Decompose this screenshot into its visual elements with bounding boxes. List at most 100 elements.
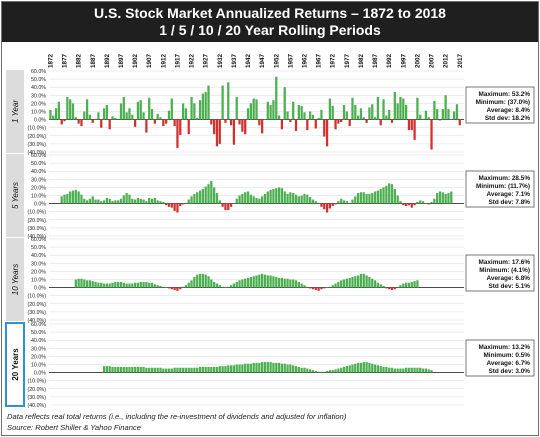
bar [85,200,89,204]
bar [122,96,125,120]
bar [351,364,354,373]
bar [162,119,165,127]
bar [57,101,61,120]
bar [85,99,89,120]
bar [362,192,365,204]
y-tick-label: 10.0% [31,110,46,116]
bar [419,200,422,204]
bar [207,85,210,120]
bar [213,119,216,135]
bar [258,119,261,126]
bar [388,183,391,204]
bar [379,366,382,373]
bar [128,283,131,288]
bar [379,189,382,204]
bar [390,367,394,373]
bar [244,363,247,373]
bar [410,281,413,288]
bar [74,189,77,204]
bar [246,191,250,204]
stat-line: Maximum: 17.6% [479,259,531,266]
bar [404,367,408,373]
x-tick-label: 1922 [189,53,196,68]
bar [204,186,207,204]
bar [114,281,117,288]
stat-line: Average: 7.1% [487,191,531,198]
bar [263,362,267,373]
chart-subtitle: 1 / 5 / 10 / 20 Year Rolling Periods [159,22,381,38]
bar [376,190,380,204]
y-tick-label: 50.0% [31,245,46,251]
bar [221,203,224,207]
bar [317,371,320,373]
bar [345,201,348,204]
bar [402,283,405,288]
bar [325,203,329,213]
bar [416,97,419,120]
bar [283,363,286,373]
bar [382,99,385,120]
bar [334,369,337,373]
bar [371,278,374,288]
chart-title: U.S. Stock Market Annualized Returns – 1… [94,5,446,21]
bar [331,203,334,207]
y-tick-label: (30.0%) [27,226,46,232]
bar [399,368,402,373]
bar [213,187,216,204]
bar [368,193,371,204]
y-tick-label: 30.0% [31,177,46,183]
panel-label-band [6,154,24,237]
bar [345,111,348,120]
bar [410,119,413,131]
bar [97,112,100,120]
bar [193,193,196,204]
bar [430,119,433,150]
bar [173,119,176,127]
bar [139,366,142,373]
bar [306,368,309,373]
bar [365,275,368,288]
bar [300,367,303,373]
bar [272,276,275,288]
bar [427,369,430,373]
bar [136,366,140,373]
bar [328,203,332,209]
bar [88,280,92,288]
bar [306,119,309,131]
bar [80,119,83,127]
bar [297,366,300,373]
bar [289,364,292,373]
x-tick-label: 1937 [231,53,238,68]
bar [184,202,188,204]
bar [136,101,140,120]
bar [207,366,210,373]
bar [317,117,320,120]
bar [272,362,275,373]
bar [66,193,69,204]
bar [176,119,179,148]
bar [176,367,179,373]
bar [80,278,83,288]
bar [416,201,419,204]
bar [373,191,377,204]
bar [150,367,154,373]
bar [280,363,284,373]
bar [413,281,416,288]
bar [280,188,284,204]
bar [269,189,272,204]
bar [255,362,258,373]
bar [399,201,402,204]
bar [241,279,244,288]
panel-5-year: 5 Years 60.0% 50.0% 40.0% 30.0% 20.0% 10.0% 0.0… [6,153,535,240]
bar [407,282,411,288]
stat-line: Std dev: 3.0% [488,368,530,375]
bar [74,279,77,288]
bar [286,278,289,288]
bar [413,119,416,140]
bar [258,362,261,373]
y-tick-label: 50.0% [31,77,46,83]
bar [153,367,156,373]
bar [198,100,202,120]
stats-box [465,339,535,377]
bar [289,279,292,288]
